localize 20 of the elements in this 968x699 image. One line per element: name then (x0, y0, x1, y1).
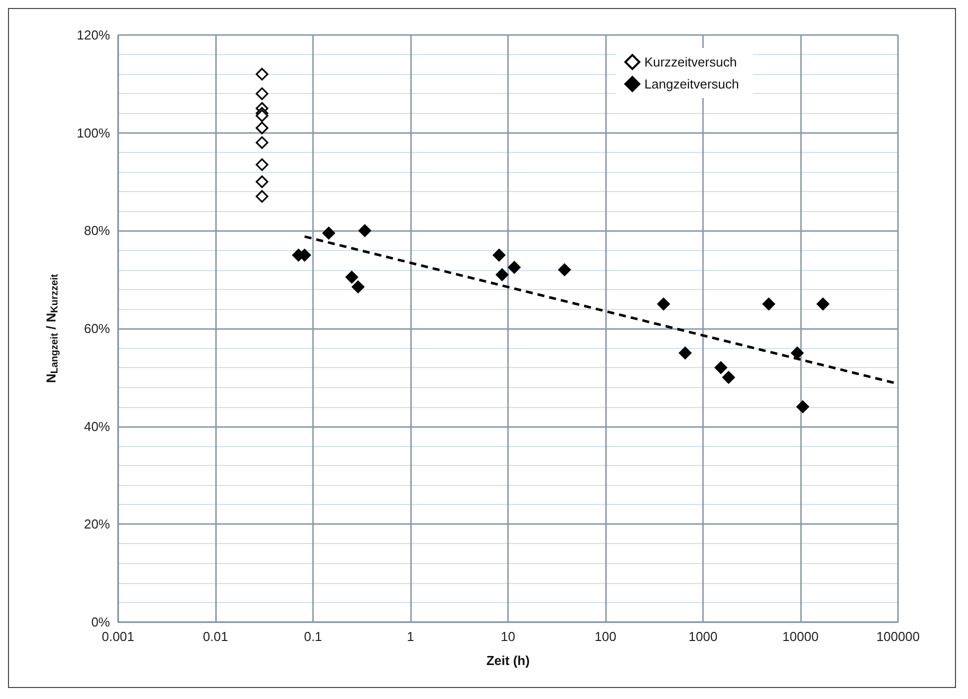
y-tick-label: 60% (84, 321, 110, 336)
y-tick-label: 40% (84, 418, 110, 434)
x-tick-label: 1 (406, 629, 414, 644)
x-tick-label: 1000 (688, 629, 718, 644)
y-tick-label: 20% (84, 516, 110, 532)
legend-label: Kurzzeitversuch (644, 54, 737, 70)
x-tick-label: 100000 (876, 629, 920, 644)
y-tick-label: 120% (76, 28, 110, 42)
x-tick-label: 0.001 (102, 629, 134, 644)
x-tick-label: 0.1 (304, 629, 322, 644)
x-tick-label: 10 (500, 629, 516, 644)
x-tick-label: 100 (594, 629, 616, 644)
y-tick-label: 100% (76, 125, 110, 140)
y-tick-label: 0% (91, 614, 110, 630)
x-tick-label: 0.01 (202, 629, 228, 644)
x-tick-label: 10000 (782, 629, 819, 644)
y-tick-label: 80% (84, 223, 110, 238)
y-axis-title: NLangzeit / NKurzzeit (44, 273, 60, 384)
legend-label: Langzeitversuch (644, 76, 740, 92)
x-axis-title: Zeit (h) (486, 653, 530, 668)
